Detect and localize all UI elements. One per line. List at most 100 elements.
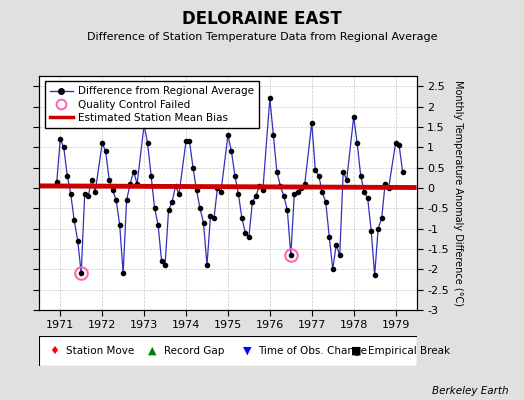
Point [293, 189, 302, 195]
Point [343, 176, 351, 183]
Point [322, 199, 330, 205]
Point [73, 238, 82, 244]
Text: ♦: ♦ [49, 346, 59, 356]
Text: Difference of Station Temperature Data from Regional Average: Difference of Station Temperature Data f… [87, 32, 437, 42]
Point [189, 164, 197, 171]
Point [385, 185, 393, 191]
Point [318, 189, 326, 195]
Point [171, 183, 180, 189]
Point [272, 168, 281, 175]
Text: Record Gap: Record Gap [164, 346, 224, 356]
Text: Time of Obs. Change: Time of Obs. Change [258, 346, 367, 356]
Point [276, 183, 285, 189]
Point [213, 185, 222, 191]
Point [391, 140, 400, 146]
Point [290, 191, 299, 197]
Point [133, 181, 141, 187]
Point [234, 191, 243, 197]
Text: Berkeley Earth: Berkeley Earth [432, 386, 508, 396]
Point [102, 148, 110, 154]
Point [168, 199, 176, 205]
Point [123, 197, 131, 203]
Point [329, 266, 337, 272]
Point [259, 187, 267, 193]
Point [238, 215, 246, 222]
Point [182, 138, 190, 144]
Point [353, 140, 362, 146]
Point [196, 205, 204, 212]
Point [301, 181, 309, 187]
Point [175, 191, 183, 197]
Text: ■: ■ [351, 346, 362, 356]
Point [332, 242, 341, 248]
Point [67, 191, 75, 197]
Point [227, 148, 236, 154]
Point [395, 142, 403, 148]
Point [311, 166, 320, 173]
Point [206, 213, 215, 220]
Point [140, 122, 148, 128]
Point [98, 140, 106, 146]
Point [374, 226, 383, 232]
Point [88, 176, 96, 183]
Point [367, 228, 375, 234]
Point [231, 172, 239, 179]
Text: Empirical Break: Empirical Break [367, 346, 450, 356]
Point [185, 138, 194, 144]
Point [91, 189, 100, 195]
Point [266, 95, 274, 102]
Point [350, 114, 358, 120]
Text: ▲: ▲ [148, 346, 157, 356]
Point [56, 136, 64, 142]
Point [157, 258, 166, 264]
Point [370, 272, 379, 279]
Legend: Difference from Regional Average, Quality Control Failed, Estimated Station Mean: Difference from Regional Average, Qualit… [45, 81, 259, 128]
Point [119, 270, 127, 276]
Point [165, 207, 173, 214]
Point [144, 140, 152, 146]
Point [199, 219, 208, 226]
Point [154, 221, 162, 228]
Point [126, 181, 134, 187]
Point [245, 234, 253, 240]
Point [381, 181, 389, 187]
Point [325, 234, 333, 240]
Point [398, 168, 407, 175]
Point [248, 199, 257, 205]
Point [203, 262, 211, 268]
Point [283, 207, 291, 214]
Point [161, 262, 169, 268]
Point [63, 172, 71, 179]
Point [60, 144, 68, 150]
Point [314, 172, 323, 179]
Point [129, 168, 138, 175]
Point [335, 252, 344, 258]
Point [297, 185, 305, 191]
Point [364, 195, 372, 201]
Point [217, 189, 225, 195]
Point [147, 172, 155, 179]
Y-axis label: Monthly Temperature Anomaly Difference (°C): Monthly Temperature Anomaly Difference (… [453, 80, 463, 306]
Point [269, 132, 278, 138]
Point [339, 168, 347, 175]
Point [150, 205, 159, 212]
Point [112, 197, 121, 203]
Point [280, 193, 288, 199]
Point [360, 189, 368, 195]
Point [70, 217, 79, 224]
FancyBboxPatch shape [39, 336, 417, 366]
Point [255, 183, 264, 189]
Point [192, 187, 201, 193]
Text: ▼: ▼ [243, 346, 251, 356]
Point [224, 132, 232, 138]
Point [287, 252, 295, 258]
Text: Station Move: Station Move [66, 346, 134, 356]
Point [108, 187, 117, 193]
Point [115, 221, 124, 228]
Point [210, 215, 218, 222]
Point [377, 215, 386, 222]
Point [84, 193, 92, 199]
Point [77, 270, 85, 276]
Text: DELORAINE EAST: DELORAINE EAST [182, 10, 342, 28]
Point [252, 193, 260, 199]
